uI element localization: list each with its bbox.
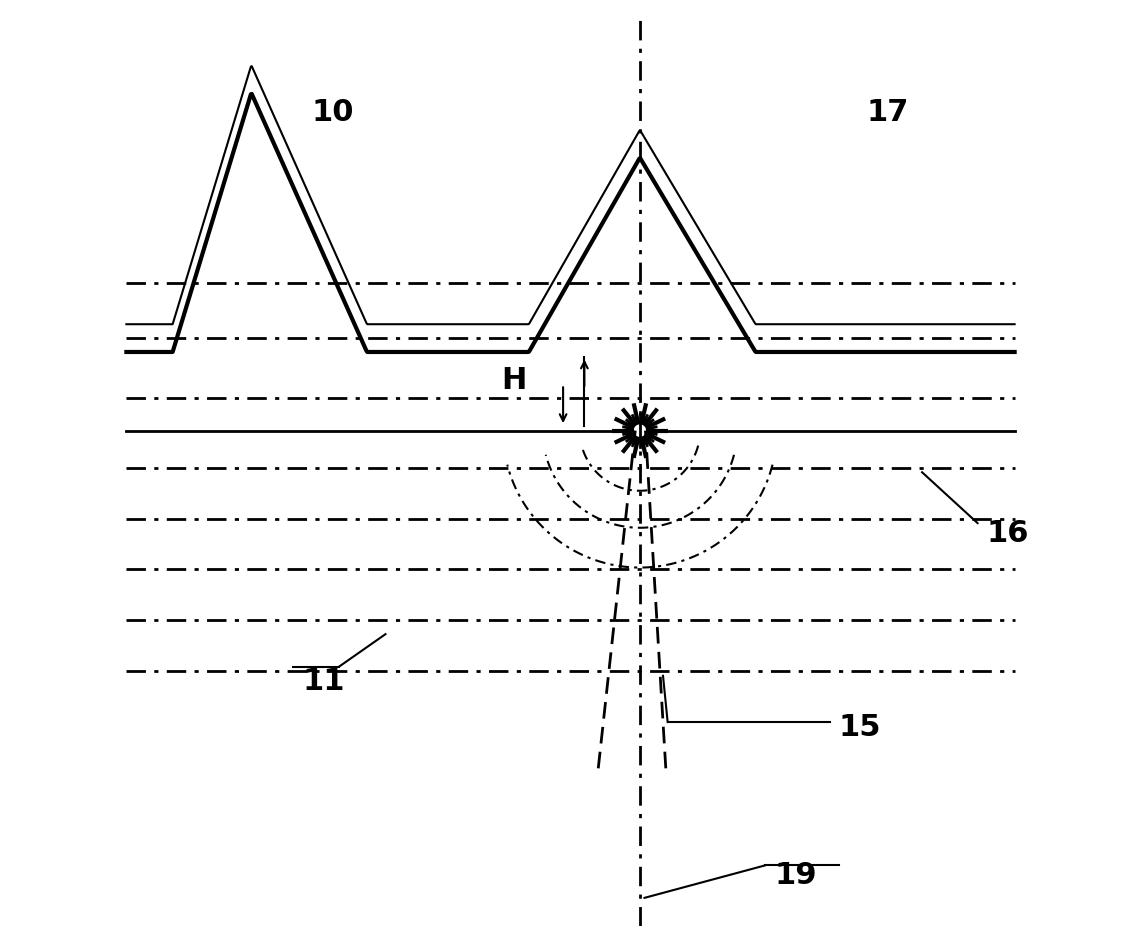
Text: 15: 15 (839, 713, 881, 742)
Text: 10: 10 (311, 98, 354, 127)
Text: H: H (501, 366, 526, 395)
Text: 17: 17 (866, 98, 909, 127)
Text: 16: 16 (987, 518, 1029, 547)
Text: 19: 19 (774, 860, 817, 889)
Text: 11: 11 (302, 667, 345, 695)
